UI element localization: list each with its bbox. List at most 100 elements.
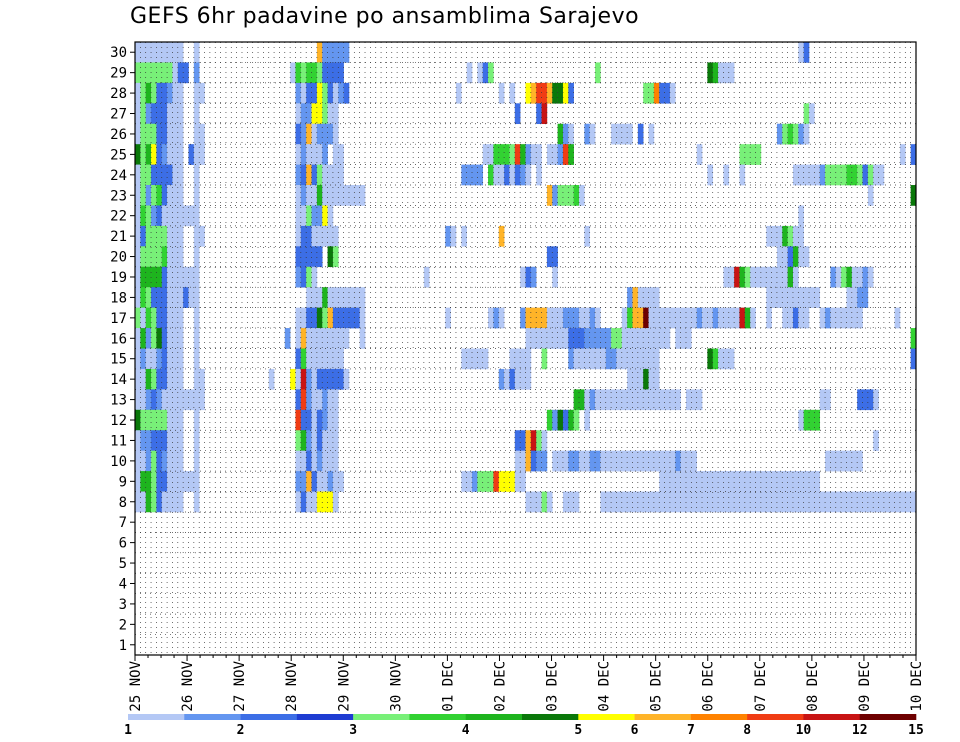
- heatmap-cell: [830, 450, 837, 472]
- heatmap-cell: [327, 164, 334, 186]
- heatmap-cell: [814, 287, 821, 308]
- heatmap-cell: [611, 491, 617, 513]
- heatmap-cell: [327, 328, 334, 349]
- heatmap-cell: [135, 450, 141, 472]
- heatmap-cell: [707, 491, 714, 513]
- heatmap-cell: [177, 164, 184, 186]
- heatmap-cell: [172, 123, 179, 145]
- heatmap-cell: [611, 123, 617, 145]
- heatmap-cell: [611, 328, 617, 349]
- heatmap-cell: [140, 409, 146, 431]
- heatmap-cell: [493, 144, 500, 165]
- heatmap-cell: [766, 266, 772, 288]
- heatmap-cell: [338, 287, 344, 308]
- heatmap-cell: [151, 266, 157, 288]
- heatmap-cell: [648, 82, 655, 104]
- heatmap-cell: [600, 328, 607, 349]
- heatmap-cell: [766, 287, 772, 308]
- heatmap-cell: [830, 491, 837, 513]
- heatmap-cell: [755, 266, 762, 288]
- heatmap-cell: [332, 123, 339, 145]
- heatmap-cell: [637, 123, 644, 145]
- heatmap-cell: [151, 205, 157, 227]
- heatmap-cell: [300, 409, 307, 431]
- heatmap-cell: [734, 491, 740, 513]
- heatmap-cell: [760, 471, 767, 492]
- heatmap-cell: [691, 450, 697, 472]
- heatmap-cell: [172, 491, 179, 513]
- heatmap-cell: [135, 164, 141, 186]
- x-tick-label: 10 DEC: [909, 661, 925, 712]
- heatmap-cell: [177, 62, 184, 84]
- heatmap-cell: [188, 471, 195, 492]
- heatmap-cell: [605, 328, 612, 349]
- heatmap-cell: [750, 471, 756, 492]
- heatmap-cell: [803, 164, 810, 186]
- heatmap-cell: [546, 144, 553, 165]
- heatmap-cell: [482, 348, 489, 370]
- heatmap-cell: [135, 328, 141, 349]
- heatmap-cell: [514, 348, 521, 370]
- heatmap-cell: [857, 164, 863, 186]
- heatmap-cell: [145, 348, 152, 370]
- chart-title: GEFS 6hr padavine po ansamblima Sarajevo: [130, 4, 640, 29]
- heatmap-cell: [536, 328, 542, 349]
- heatmap-cell: [734, 307, 740, 329]
- y-tick-label: 23: [110, 188, 127, 204]
- heatmap-cell: [295, 164, 302, 186]
- heatmap-cell: [803, 491, 810, 513]
- heatmap-cell: [177, 491, 184, 513]
- heatmap-cell: [696, 491, 703, 513]
- heatmap-cell: [167, 430, 173, 451]
- heatmap-cell: [589, 389, 596, 411]
- heatmap-cell: [728, 307, 735, 329]
- heatmap-cell: [520, 144, 526, 165]
- heatmap-cell: [183, 62, 189, 84]
- heatmap-cell: [322, 42, 328, 63]
- heatmap-cell: [327, 246, 334, 268]
- heatmap-cell: [552, 266, 558, 288]
- heatmap-cell: [744, 266, 751, 288]
- heatmap-cell: [332, 307, 339, 329]
- heatmap-cell: [568, 491, 574, 513]
- heatmap-cell: [771, 471, 778, 492]
- heatmap-cell: [332, 82, 339, 104]
- heatmap-cell: [306, 82, 312, 104]
- heatmap-cell: [782, 123, 788, 145]
- heatmap-cell: [696, 307, 703, 329]
- heatmap-cell: [857, 450, 863, 472]
- heatmap-cell: [183, 287, 189, 308]
- heatmap-cell: [477, 62, 484, 84]
- heatmap-cell: [167, 348, 173, 370]
- heatmap-cell: [605, 389, 612, 411]
- heatmap-cell: [782, 246, 788, 268]
- heatmap-cell: [851, 307, 858, 329]
- heatmap-cell: [841, 164, 847, 186]
- heatmap-cell: [841, 266, 847, 288]
- heatmap-cell: [680, 328, 687, 349]
- heatmap-cell: [536, 164, 542, 186]
- x-tick-label: 26 NOV: [180, 660, 196, 711]
- heatmap-cell: [562, 409, 569, 431]
- heatmap-cell: [878, 491, 885, 513]
- heatmap-cell: [696, 389, 703, 411]
- heatmap-cell: [648, 287, 655, 308]
- heatmap-cell: [327, 123, 334, 145]
- heatmap-cell: [306, 123, 312, 145]
- heatmap-cell: [627, 450, 633, 472]
- heatmap-cell: [338, 185, 344, 206]
- heatmap-cell: [199, 82, 205, 104]
- heatmap-cell: [873, 164, 879, 186]
- heatmap-cell: [172, 246, 179, 268]
- heatmap-cell: [332, 409, 339, 431]
- heatmap-cell: [140, 471, 146, 492]
- heatmap-cell: [600, 389, 607, 411]
- heatmap-cell: [135, 42, 141, 63]
- y-tick-label: 28: [110, 86, 127, 102]
- heatmap-cell: [573, 491, 580, 513]
- heatmap-cell: [541, 328, 548, 349]
- heatmap-cell: [327, 430, 334, 451]
- heatmap-cell: [514, 471, 521, 492]
- heatmap-cell: [145, 42, 152, 63]
- heatmap-cell: [627, 123, 633, 145]
